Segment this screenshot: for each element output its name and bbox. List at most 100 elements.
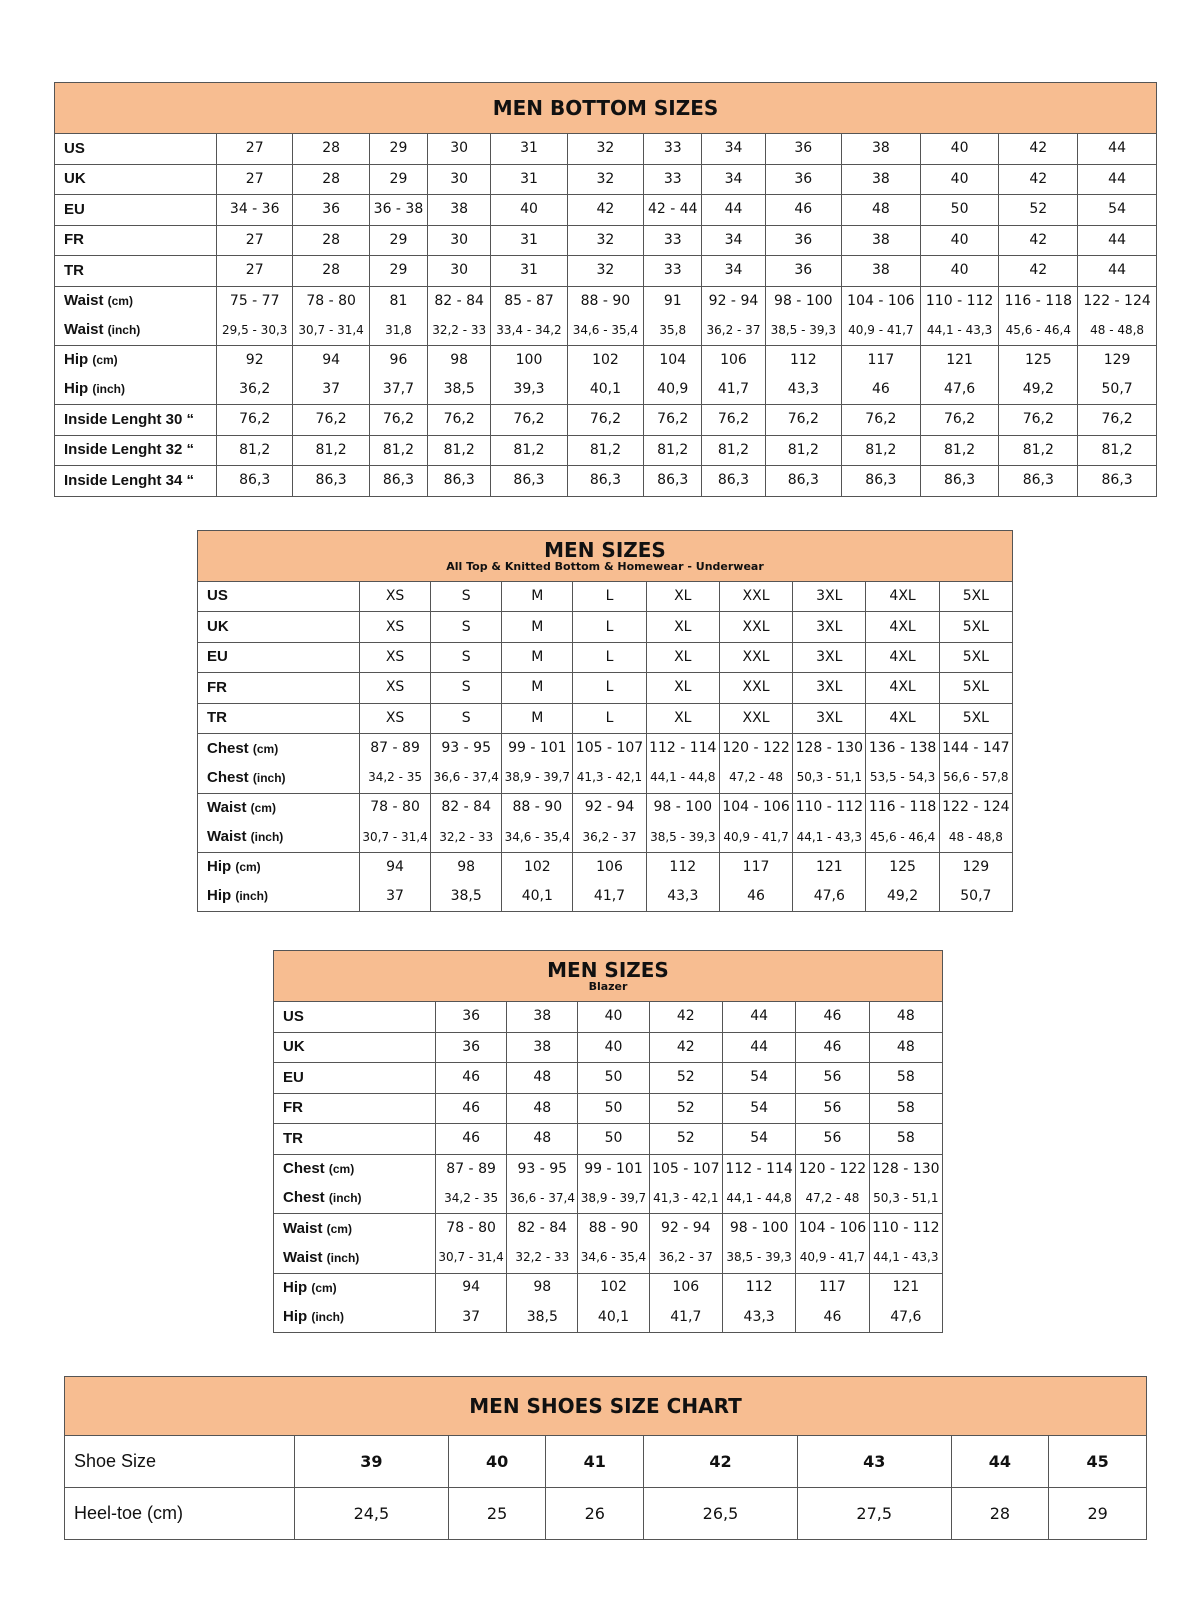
table-cell: 44,1 - 44,8	[645, 763, 720, 794]
table-row: Hip (inch) 37 38,5 40,1 41,7 43,3 46 47,6	[273, 1302, 944, 1333]
table-row: Shoe Size 39 40 41 42 43 44 45	[64, 1435, 1147, 1488]
label-text: Chest	[207, 739, 249, 757]
table-cell: 42	[998, 163, 1079, 196]
table-cell: 47,2 - 48	[718, 763, 794, 794]
table-cell: 28	[292, 255, 370, 287]
table-row: Chest (cm) 87 - 89 93 - 95 99 - 101 105 - 10…	[197, 733, 1014, 764]
table-cell: 46	[795, 1031, 870, 1064]
table-row: Hip (cm) 92 94 96 98 100 102 104 106 112 117 121 125…	[54, 344, 1157, 376]
table-cell: 36,2 - 37	[572, 822, 647, 853]
table-cell: 30,7 - 31,4	[358, 822, 432, 853]
table-cell: 26	[545, 1487, 645, 1540]
row-label: EU	[197, 641, 360, 674]
table-cell: 38	[841, 224, 921, 257]
table-cell: 99 - 101	[577, 1153, 650, 1184]
table-cell: 50,7	[1077, 375, 1157, 406]
table-row: EU XS S M L XL XXL 3XL 4XL 5XL	[197, 641, 1014, 674]
unit-text: (inch)	[92, 382, 126, 397]
table-cell: 30,7 - 31,4	[292, 315, 370, 346]
table-cell: 38	[506, 1031, 579, 1064]
table-cell: 94	[434, 1272, 508, 1303]
table-cell: 117	[795, 1272, 870, 1303]
table-cell: 36,6 - 37,4	[430, 763, 503, 794]
table-cell: 106	[701, 344, 766, 376]
table-cell: 29	[368, 255, 429, 287]
table-cell: 48	[506, 1123, 579, 1155]
table-cell: 36	[764, 163, 843, 196]
table-row: Chest (cm) 87 - 89 93 - 95 99 - 101 105 - 10…	[273, 1153, 944, 1184]
table-cell: 49,2	[865, 881, 940, 912]
table-cell: 26,5	[643, 1487, 798, 1540]
table-cell: 36	[434, 1031, 508, 1064]
table-cell: 38,5 - 39,3	[721, 1243, 797, 1274]
table-cell: 78 - 80	[358, 792, 432, 823]
table-cell: 102	[577, 1272, 650, 1303]
table-cell: 76,2	[701, 404, 766, 436]
label-text: Chest	[207, 768, 249, 786]
table-cell: 46	[434, 1092, 508, 1125]
label-text: Chest	[283, 1189, 325, 1207]
table-cell: 44	[1077, 133, 1157, 165]
unit-text: (inch)	[326, 1250, 360, 1265]
table-cell: 43,3	[721, 1302, 797, 1333]
table-cell: 32,2 - 33	[506, 1243, 579, 1274]
table-cell: 94	[358, 851, 432, 882]
table-cell: 30,7 - 31,4	[434, 1243, 508, 1274]
table-cell: 102	[566, 344, 645, 376]
table-cell: 36	[764, 133, 843, 165]
table-cell: 58	[868, 1123, 944, 1155]
table-cell: 41,3 - 42,1	[648, 1184, 723, 1215]
table-cell: 117	[841, 344, 921, 376]
table-cell: 104 - 106	[718, 792, 794, 823]
table-cell: 98	[430, 851, 503, 882]
table-cell: 44	[1077, 163, 1157, 196]
label-text: FR	[64, 231, 84, 249]
table-cell: 48	[868, 1031, 944, 1064]
table-cell: 105 - 107	[648, 1153, 723, 1184]
table-cell: 3XL	[792, 702, 867, 735]
table-cell: 144 - 147	[938, 733, 1014, 764]
table-row: US XS S M L XL XXL 3XL 4XL 5XL	[197, 580, 1014, 613]
table-cell: 76,2	[490, 404, 568, 436]
table-row: Waist (inch) 30,7 - 31,4 32,2 - 33 34,6 - 3…	[273, 1243, 944, 1274]
table-cell: 76,2	[998, 404, 1079, 436]
row-label: FR	[197, 672, 360, 704]
label-text: Hip	[207, 887, 232, 905]
table-cell: 110 - 112	[792, 792, 867, 823]
table-cell: L	[572, 611, 647, 643]
table-cell: 48	[868, 1001, 944, 1033]
table-cell: 50	[577, 1062, 650, 1094]
table-cell: 46	[795, 1001, 870, 1033]
table-cell: XS	[358, 641, 432, 674]
table-cell: 94	[292, 344, 370, 376]
row-label: Chest (inch)	[197, 763, 360, 794]
label-text: Hip	[64, 380, 89, 398]
table-cell: 81,2	[1077, 434, 1157, 467]
table-cell: 76,2	[427, 404, 492, 436]
table-cell: 82 - 84	[506, 1213, 579, 1244]
row-label: US	[273, 1001, 436, 1033]
table-cell: 33	[643, 133, 703, 165]
table-cell: 50,7	[938, 881, 1014, 912]
table-cell: 3XL	[792, 641, 867, 674]
unit-text: (inch)	[252, 770, 286, 785]
table-cell: 37,7	[368, 375, 429, 406]
table-cell: S	[430, 580, 503, 613]
table-cell: 39,3	[490, 375, 568, 406]
row-label: UK	[197, 611, 360, 643]
table-cell: S	[430, 611, 503, 643]
table-cell: 41	[545, 1435, 645, 1488]
table-cell: 120 - 122	[795, 1153, 870, 1184]
table-cell: 58	[868, 1092, 944, 1125]
table-cell: 42	[998, 133, 1079, 165]
table-cell: 120 - 122	[718, 733, 794, 764]
men-bottom-sizes-table: MEN BOTTOM SIZES US 27 28 29 30 31 32 33 34 36 38 40…	[54, 82, 1157, 497]
table-cell: L	[572, 702, 647, 735]
table-cell: 122 - 124	[938, 792, 1014, 823]
table-cell: 4XL	[865, 672, 940, 704]
row-label: US	[54, 133, 217, 165]
table-cell: 36 - 38	[368, 194, 429, 226]
table-subtitle: All Top & Knitted Bottom & Homewear - Un…	[446, 559, 764, 573]
table-row: Inside Lenght 34 “86,3 86,3 86,3 86,3 86,3 86…	[54, 465, 1157, 497]
table-cell: 32	[566, 224, 645, 257]
